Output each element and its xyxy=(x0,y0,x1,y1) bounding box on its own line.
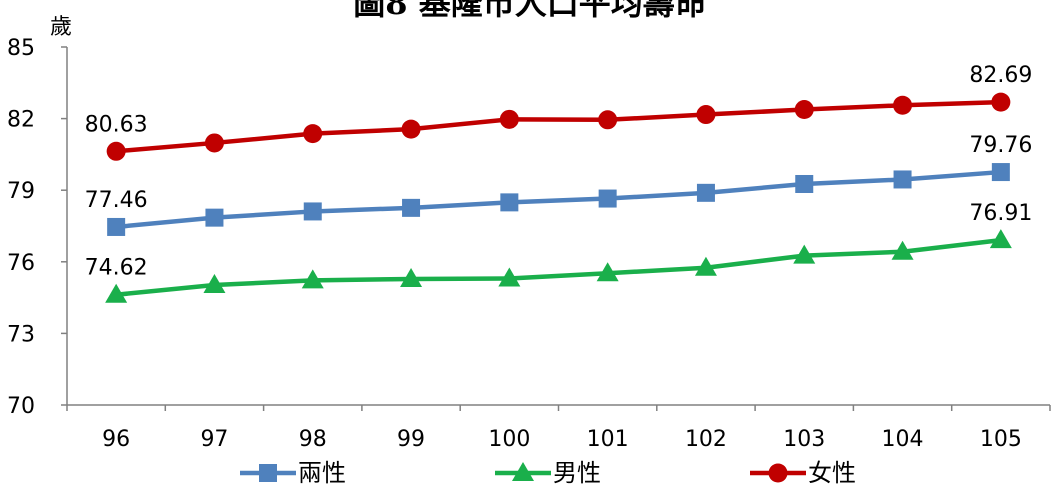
data-point-triangle xyxy=(793,244,816,264)
data-point-triangle xyxy=(400,267,423,287)
data-point-square xyxy=(303,202,322,221)
data-point-square xyxy=(402,198,421,217)
data-point-square xyxy=(991,163,1010,182)
x-tick-label: 105 xyxy=(980,427,1022,452)
legend-label: 男性 xyxy=(553,459,601,487)
data-point-circle xyxy=(303,124,323,144)
series-line-triangle xyxy=(115,237,1002,297)
data-point-triangle xyxy=(203,273,226,293)
x-tick-label: 99 xyxy=(397,427,425,452)
x-tick-label: 102 xyxy=(685,427,727,452)
data-point-square xyxy=(696,183,715,202)
data-point-triangle xyxy=(989,229,1012,249)
legend-label: 女性 xyxy=(808,459,856,487)
data-point-circle xyxy=(204,133,224,153)
y-tick-label: 76 xyxy=(7,251,35,276)
data-label: 77.46 xyxy=(85,188,148,213)
data-point-circle xyxy=(499,109,519,129)
legend-item-circle: 女性 xyxy=(750,455,856,491)
y-tick-label: 79 xyxy=(7,179,35,204)
data-point-circle xyxy=(794,100,814,120)
legend-item-triangle: 男性 xyxy=(495,455,601,491)
y-tick-label: 85 xyxy=(7,36,35,61)
series-line-square xyxy=(115,169,1002,230)
data-point-square xyxy=(893,170,912,189)
data-label: 80.63 xyxy=(85,112,148,137)
data-point-square xyxy=(205,208,224,227)
data-point-triangle xyxy=(498,267,521,287)
data-label: 74.62 xyxy=(85,256,148,281)
data-point-square xyxy=(598,189,617,208)
legend-label: 兩性 xyxy=(298,459,346,487)
y-tick-label: 82 xyxy=(7,108,35,133)
data-point-triangle xyxy=(105,283,128,303)
y-axis-unit: 歲 xyxy=(50,15,72,40)
legend-item-square: 兩性 xyxy=(240,455,346,491)
x-tick-label: 103 xyxy=(783,427,825,452)
y-tick-label: 73 xyxy=(7,322,35,347)
x-tick-label: 98 xyxy=(299,427,327,452)
line-chart: 70 73 76 79 82 85 歲 96 97 98 99 100 101 102 103 104 105 7… xyxy=(7,15,1051,452)
data-label: 79.76 xyxy=(969,133,1032,158)
data-point-triangle xyxy=(891,240,914,260)
data-point-circle xyxy=(598,110,618,130)
data-point-circle xyxy=(106,141,126,161)
data-point-square xyxy=(795,174,814,193)
data-point-circle xyxy=(991,92,1011,112)
data-label: 82.69 xyxy=(969,63,1032,88)
data-point-circle xyxy=(696,105,716,125)
x-tick-label: 100 xyxy=(488,427,530,452)
x-tick-label: 96 xyxy=(102,427,130,452)
x-tick-label: 97 xyxy=(200,427,228,452)
data-point-triangle xyxy=(596,262,619,282)
x-tick-label: 101 xyxy=(587,427,629,452)
y-tick-label: 70 xyxy=(7,394,35,419)
data-label: 76.91 xyxy=(969,201,1032,226)
data-point-square xyxy=(500,193,519,212)
chart-title: 圖8 基隆市人口平均壽命 xyxy=(353,0,707,22)
data-point-triangle xyxy=(694,256,717,276)
legend: 兩性 男性 女性 xyxy=(0,455,1060,491)
data-point-triangle xyxy=(301,269,324,289)
data-point-circle xyxy=(893,95,913,115)
data-point-square xyxy=(107,217,126,236)
series-line-circle xyxy=(115,99,1001,154)
legend-swatch-square xyxy=(240,464,296,482)
data-point-circle xyxy=(401,119,421,139)
legend-swatch-circle xyxy=(750,463,806,483)
legend-swatch-triangle xyxy=(495,462,551,481)
x-tick-label: 104 xyxy=(882,427,924,452)
